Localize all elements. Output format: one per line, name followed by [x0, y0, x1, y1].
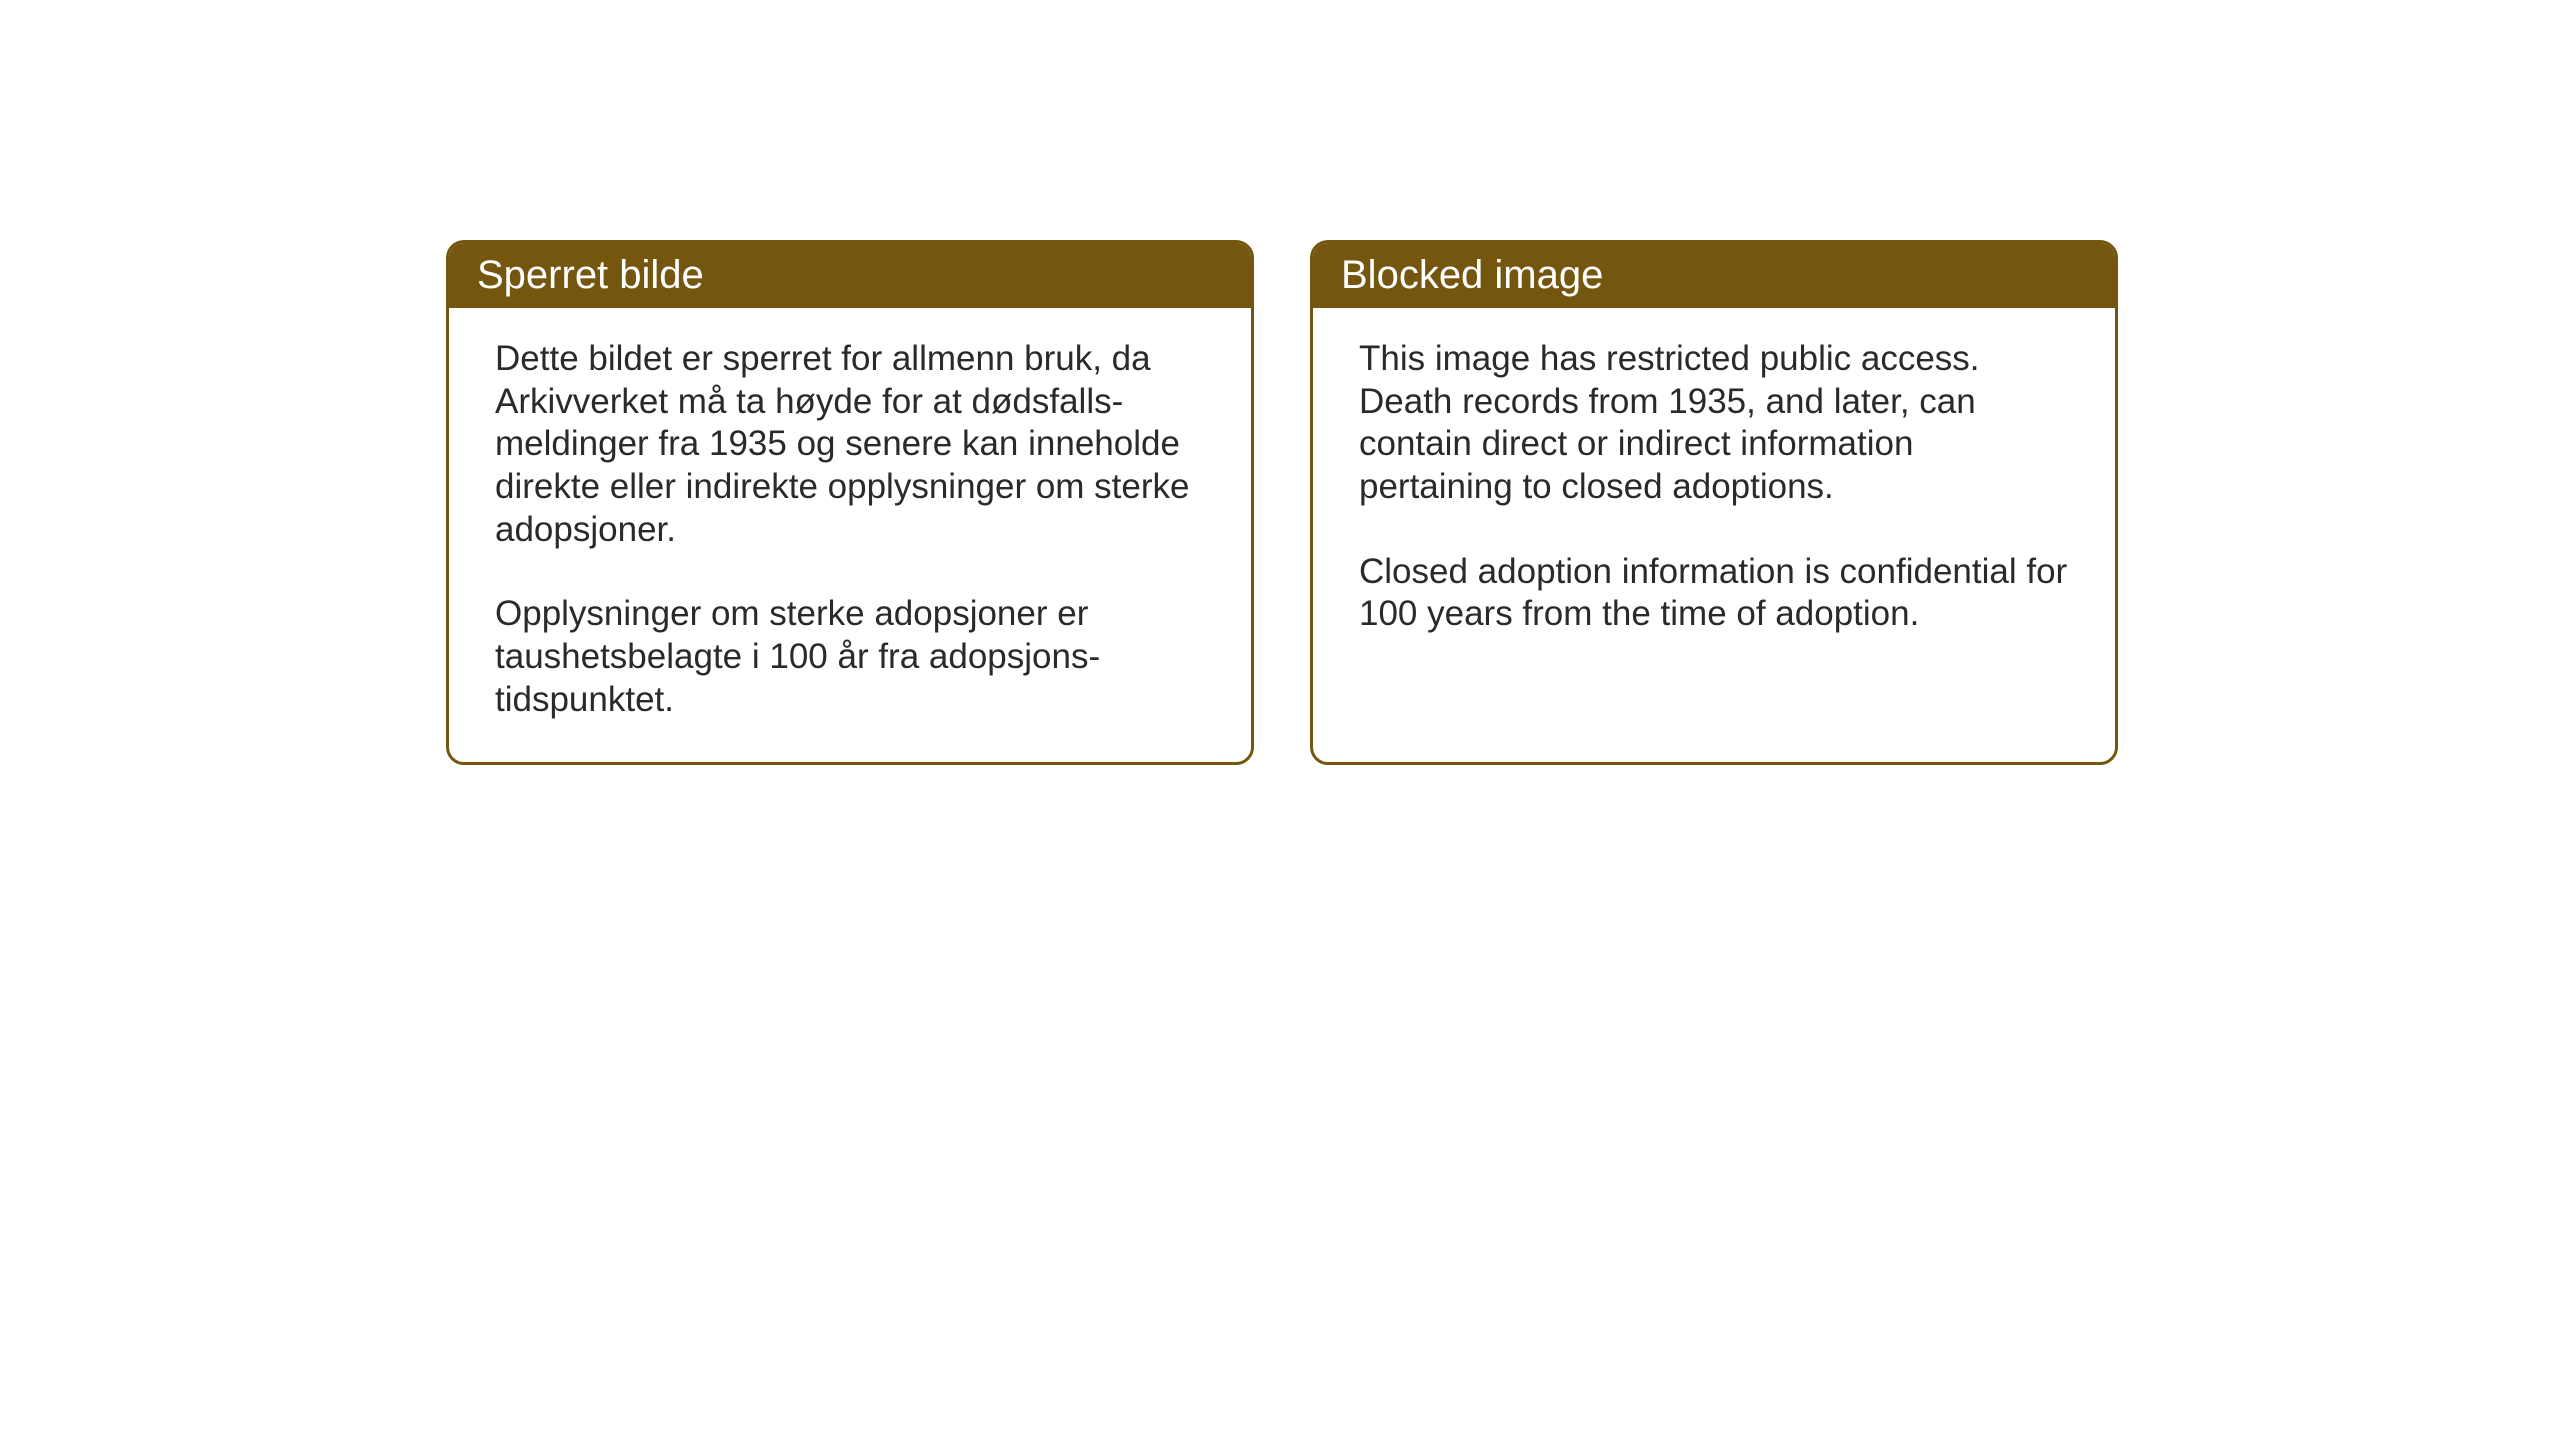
norwegian-card-header: Sperret bilde	[449, 243, 1251, 308]
norwegian-paragraph-2: Opplysninger om sterke adopsjoner er tau…	[495, 593, 1205, 721]
norwegian-card-body: Dette bildet er sperret for allmenn bruk…	[449, 308, 1251, 762]
notice-container: Sperret bilde Dette bildet er sperret fo…	[446, 240, 2118, 765]
english-card-body: This image has restricted public access.…	[1313, 308, 2115, 728]
english-paragraph-1: This image has restricted public access.…	[1359, 338, 2069, 509]
norwegian-card-title: Sperret bilde	[477, 253, 704, 297]
norwegian-notice-card: Sperret bilde Dette bildet er sperret fo…	[446, 240, 1254, 765]
english-card-header: Blocked image	[1313, 243, 2115, 308]
english-paragraph-2: Closed adoption information is confident…	[1359, 551, 2069, 636]
english-notice-card: Blocked image This image has restricted …	[1310, 240, 2118, 765]
english-card-title: Blocked image	[1341, 253, 1603, 297]
norwegian-paragraph-1: Dette bildet er sperret for allmenn bruk…	[495, 338, 1205, 551]
